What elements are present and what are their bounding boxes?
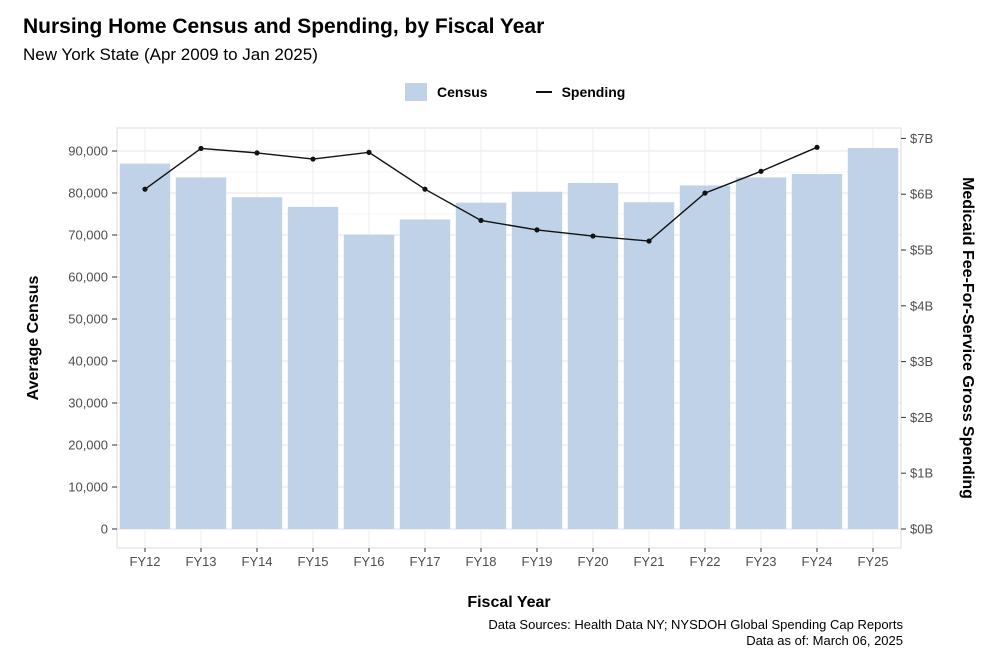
y-tick-right-label: $3B [910, 354, 933, 369]
census-bar-FY17 [399, 219, 451, 529]
y-tick-left-label: 10,000 [68, 480, 108, 495]
spending-point-FY13 [198, 145, 204, 152]
footer-sources: Data Sources: Health Data NY; NYSDOH Glo… [488, 617, 903, 632]
census-bar-FY23 [735, 177, 787, 529]
y-tick-left-label: 40,000 [68, 354, 108, 369]
census-bar-FY14 [231, 197, 283, 529]
y-axis-left-label: Average Census [25, 276, 42, 401]
x-axis: FY12 FY13 FY14 FY15 FY16 FY17 FY18 FY19 FY20 FY21… [129, 548, 889, 569]
census-bar-FY21 [623, 202, 675, 530]
spending-point-FY14 [254, 150, 260, 156]
x-tick-label: FY14 [241, 554, 272, 569]
census-bar-FY20 [567, 182, 619, 530]
census-bar-FY16 [343, 234, 395, 529]
x-tick-label: FY12 [129, 554, 160, 569]
spending-point-FY22 [702, 190, 708, 196]
spending-point-FY15 [310, 156, 316, 162]
spending-line-group [142, 144, 820, 244]
y-tick-right-label: $4B [910, 298, 933, 313]
legend: Census Spending [405, 83, 625, 101]
x-tick-label: FY20 [577, 554, 608, 569]
legend-spending-swatch [535, 91, 552, 93]
x-tick-label: FY25 [857, 554, 888, 569]
y-tick-left-label: 20,000 [68, 438, 108, 453]
y-axis-left: 0 10,000 20,000 30,000 40,000 50,000 60,000 70,… [68, 144, 117, 537]
spending-point-FY17 [422, 186, 428, 192]
y-tick-right-label: $1B [910, 466, 933, 481]
legend-spending-label: Spending [561, 84, 626, 100]
spending-point-FY19 [534, 227, 540, 233]
y-tick-right-label: $0B [910, 522, 933, 537]
x-tick-label: FY24 [801, 554, 832, 569]
census-bar-FY18 [455, 202, 507, 529]
y-tick-right-label: $2B [910, 410, 933, 425]
spending-point-FY21 [646, 238, 652, 244]
y-tick-right-label: $7B [910, 131, 933, 146]
x-tick-label: FY17 [409, 554, 440, 569]
spending-point-FY23 [758, 168, 764, 174]
y-tick-right-label: $5B [910, 243, 933, 258]
y-tick-left-label: 50,000 [68, 312, 108, 327]
y-tick-right-label: $6B [910, 187, 933, 202]
y-axis-right: $0B $1B $2B $3B $4B $5B $6B $7B [901, 131, 933, 537]
x-tick-label: FY21 [633, 554, 664, 569]
census-bar-FY25 [847, 148, 899, 529]
chart-subtitle: New York State (Apr 2009 to Jan 2025) [23, 45, 318, 64]
spending-point-FY12 [142, 186, 148, 192]
x-tick-label: FY19 [521, 554, 552, 569]
spending-point-FY20 [590, 233, 596, 239]
census-bar-FY15 [287, 206, 339, 530]
legend-census-swatch [405, 83, 427, 101]
spending-point-FY24 [814, 144, 820, 150]
census-bar-FY13 [175, 177, 227, 529]
x-tick-label: FY22 [689, 554, 720, 569]
chart-title: Nursing Home Census and Spending, by Fis… [23, 15, 545, 38]
y-axis-right-label: Medicaid Fee-For-Service Gross Spending [959, 177, 976, 499]
x-tick-label: FY15 [297, 554, 328, 569]
y-tick-left-label: 80,000 [68, 186, 108, 201]
census-bar-FY19 [511, 191, 563, 530]
legend-census-label: Census [437, 84, 488, 100]
y-tick-left-label: 90,000 [68, 144, 108, 159]
census-bar-FY24 [791, 174, 843, 529]
spending-point-FY18 [478, 217, 484, 224]
census-bar-FY12 [119, 163, 171, 529]
x-axis-label: Fiscal Year [467, 594, 550, 611]
x-tick-label: FY23 [745, 554, 776, 569]
x-tick-label: FY13 [185, 554, 216, 569]
y-tick-left-label: 60,000 [68, 270, 108, 285]
y-tick-left-label: 70,000 [68, 228, 108, 243]
y-tick-left-label: 0 [101, 522, 108, 537]
y-tick-left-label: 30,000 [68, 396, 108, 411]
x-tick-label: FY16 [353, 554, 384, 569]
x-tick-label: FY18 [465, 554, 496, 569]
census-bars [119, 148, 899, 530]
footer-as-of: Data as of: March 06, 2025 [746, 633, 903, 648]
census-bar-FY22 [679, 185, 731, 529]
spending-point-FY16 [366, 149, 372, 155]
